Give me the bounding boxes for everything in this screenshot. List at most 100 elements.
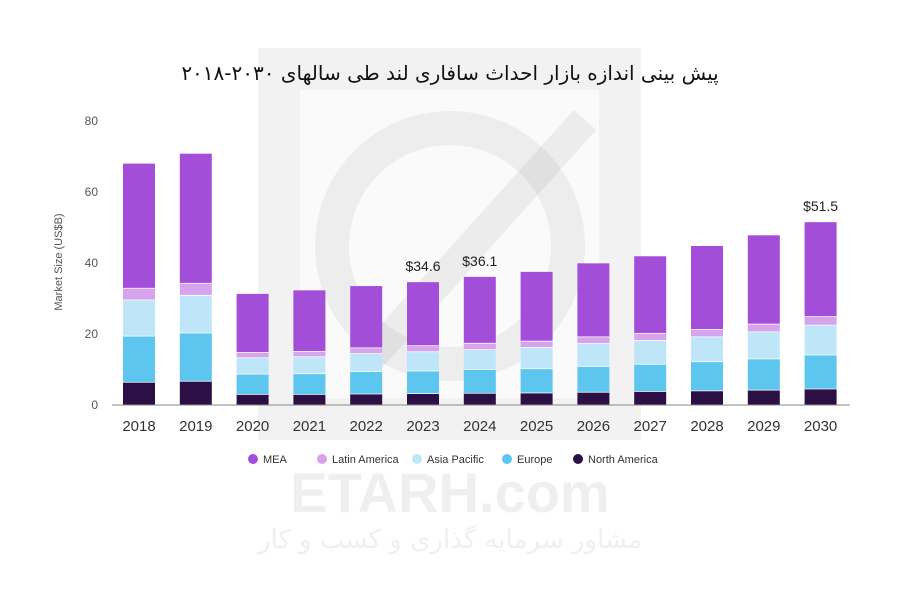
bar-segment-mea <box>747 235 780 324</box>
bar-segment-europe <box>293 373 326 394</box>
bar-segment-mea <box>520 271 553 341</box>
bar-segment-mea <box>691 245 723 330</box>
x-tick-label: 2029 <box>747 418 780 435</box>
legend-swatch <box>317 454 327 464</box>
bar-segment-mea <box>350 286 383 348</box>
bar-segment-europe <box>179 332 212 381</box>
bar-segment-latin-america <box>804 316 837 325</box>
bar-segment-asia-pacific <box>747 331 780 359</box>
bar-segment-north-america <box>691 390 723 405</box>
bar-segment-mea <box>123 163 155 288</box>
bar-segment-north-america <box>350 393 383 405</box>
bar-segment-asia-pacific <box>520 347 553 369</box>
x-tick-label: 2022 <box>350 418 383 435</box>
bar-segment-europe <box>634 363 667 392</box>
watermark-tagline: مشاور سرمایه گذاری و کسب و کار <box>256 524 642 555</box>
chart-title: پیش بینی اندازه بازار احداث سافاری لند ط… <box>181 61 718 86</box>
bar-segment-europe <box>123 335 155 382</box>
legend-label: Europe <box>517 454 552 466</box>
x-tick-label: 2018 <box>122 418 155 435</box>
bar-segment-latin-america <box>747 323 780 332</box>
bar-segment-europe <box>804 354 837 389</box>
bar-segment-latin-america <box>407 345 439 352</box>
bar-segment-europe <box>747 358 780 390</box>
bar-segment-asia-pacific <box>179 294 212 333</box>
y-tick-label: 40 <box>85 256 99 270</box>
bar-segment-asia-pacific <box>634 340 667 364</box>
bar-segment-latin-america <box>123 287 155 300</box>
bar-segment-north-america <box>407 393 439 405</box>
bar-segment-asia-pacific <box>293 356 326 374</box>
legend-label: North America <box>588 454 659 466</box>
data-labels: $34.6 $36.1 $51.5 <box>405 198 838 274</box>
bar-segment-mea <box>407 282 439 346</box>
x-tick-label: 2020 <box>236 418 269 435</box>
legend-swatch <box>502 454 512 464</box>
bar-segment-latin-america <box>463 342 496 350</box>
x-tick-label: 2021 <box>293 418 326 435</box>
legend-swatch <box>412 454 422 464</box>
bar-segment-latin-america <box>691 329 723 337</box>
bar-segment-mea <box>634 256 667 333</box>
legend-swatch <box>573 454 583 464</box>
bar-segment-latin-america <box>179 282 212 295</box>
watermark-logo-ring <box>315 111 585 381</box>
bar-segment-latin-america <box>350 347 383 354</box>
bar-segment-north-america <box>293 393 326 405</box>
bar-segment-north-america <box>463 392 496 405</box>
y-axis-label: Market Size (US$B) <box>53 213 65 310</box>
y-tick-label: 60 <box>85 185 99 199</box>
x-axis-ticks: 2018 2019 2020 2021 2022 2023 2024 2025 2026 2027… <box>122 418 837 435</box>
legend-label: Asia Pacific <box>427 454 484 466</box>
bar-segment-latin-america <box>520 340 553 348</box>
bars <box>123 153 837 405</box>
bar-segment-latin-america <box>236 352 269 358</box>
bar-segment-north-america <box>123 381 155 405</box>
bar-segment-asia-pacific <box>407 351 439 371</box>
bar-segment-europe <box>577 365 610 392</box>
bar-segment-asia-pacific <box>236 357 269 374</box>
legend-swatch <box>248 454 258 464</box>
total-value-label: $36.1 <box>462 253 497 269</box>
x-tick-label: 2027 <box>634 418 667 435</box>
bar-segment-europe <box>691 361 723 391</box>
x-tick-label: 2025 <box>520 418 553 435</box>
bar-segment-asia-pacific <box>463 349 496 370</box>
x-tick-label: 2026 <box>577 418 610 435</box>
bar-segment-north-america <box>577 391 610 405</box>
bar-segment-asia-pacific <box>804 324 837 355</box>
y-tick-label: 0 <box>91 398 98 412</box>
x-tick-label: 2030 <box>804 418 837 435</box>
y-axis-ticks: 0 20 40 60 80 <box>85 114 99 412</box>
bar-segment-asia-pacific <box>577 343 610 366</box>
x-tick-label: 2023 <box>406 418 439 435</box>
bar-segment-europe <box>350 371 383 394</box>
y-tick-label: 80 <box>85 114 99 128</box>
watermark-brand: ETARH.com <box>290 461 609 524</box>
bar-segment-mea <box>179 153 212 283</box>
total-value-label: $34.6 <box>405 258 440 274</box>
bar-segment-north-america <box>634 391 667 405</box>
bar-segment-europe <box>520 368 553 393</box>
x-tick-label: 2019 <box>179 418 212 435</box>
bar-segment-europe <box>236 373 269 394</box>
bar-segment-mea <box>577 263 610 337</box>
bar-segment-asia-pacific <box>350 353 383 372</box>
bar-segment-europe <box>463 369 496 393</box>
bar-segment-europe <box>407 370 439 394</box>
bar-segment-latin-america <box>634 332 667 341</box>
bar-segment-north-america <box>520 392 553 405</box>
bar-segment-mea <box>293 290 326 352</box>
bar-segment-asia-pacific <box>123 299 155 336</box>
bar-segment-asia-pacific <box>691 336 723 362</box>
bar-segment-north-america <box>236 393 269 405</box>
legend: MEA Latin America Asia Pacific Europe North … <box>248 454 659 466</box>
legend-label: Latin America <box>332 454 400 466</box>
bar-segment-north-america <box>804 388 837 405</box>
bar-segment-mea <box>236 293 269 353</box>
y-tick-label: 20 <box>85 327 99 341</box>
bar-segment-latin-america <box>293 351 326 357</box>
bar-segment-north-america <box>179 380 212 405</box>
bar-segment-north-america <box>747 389 780 405</box>
